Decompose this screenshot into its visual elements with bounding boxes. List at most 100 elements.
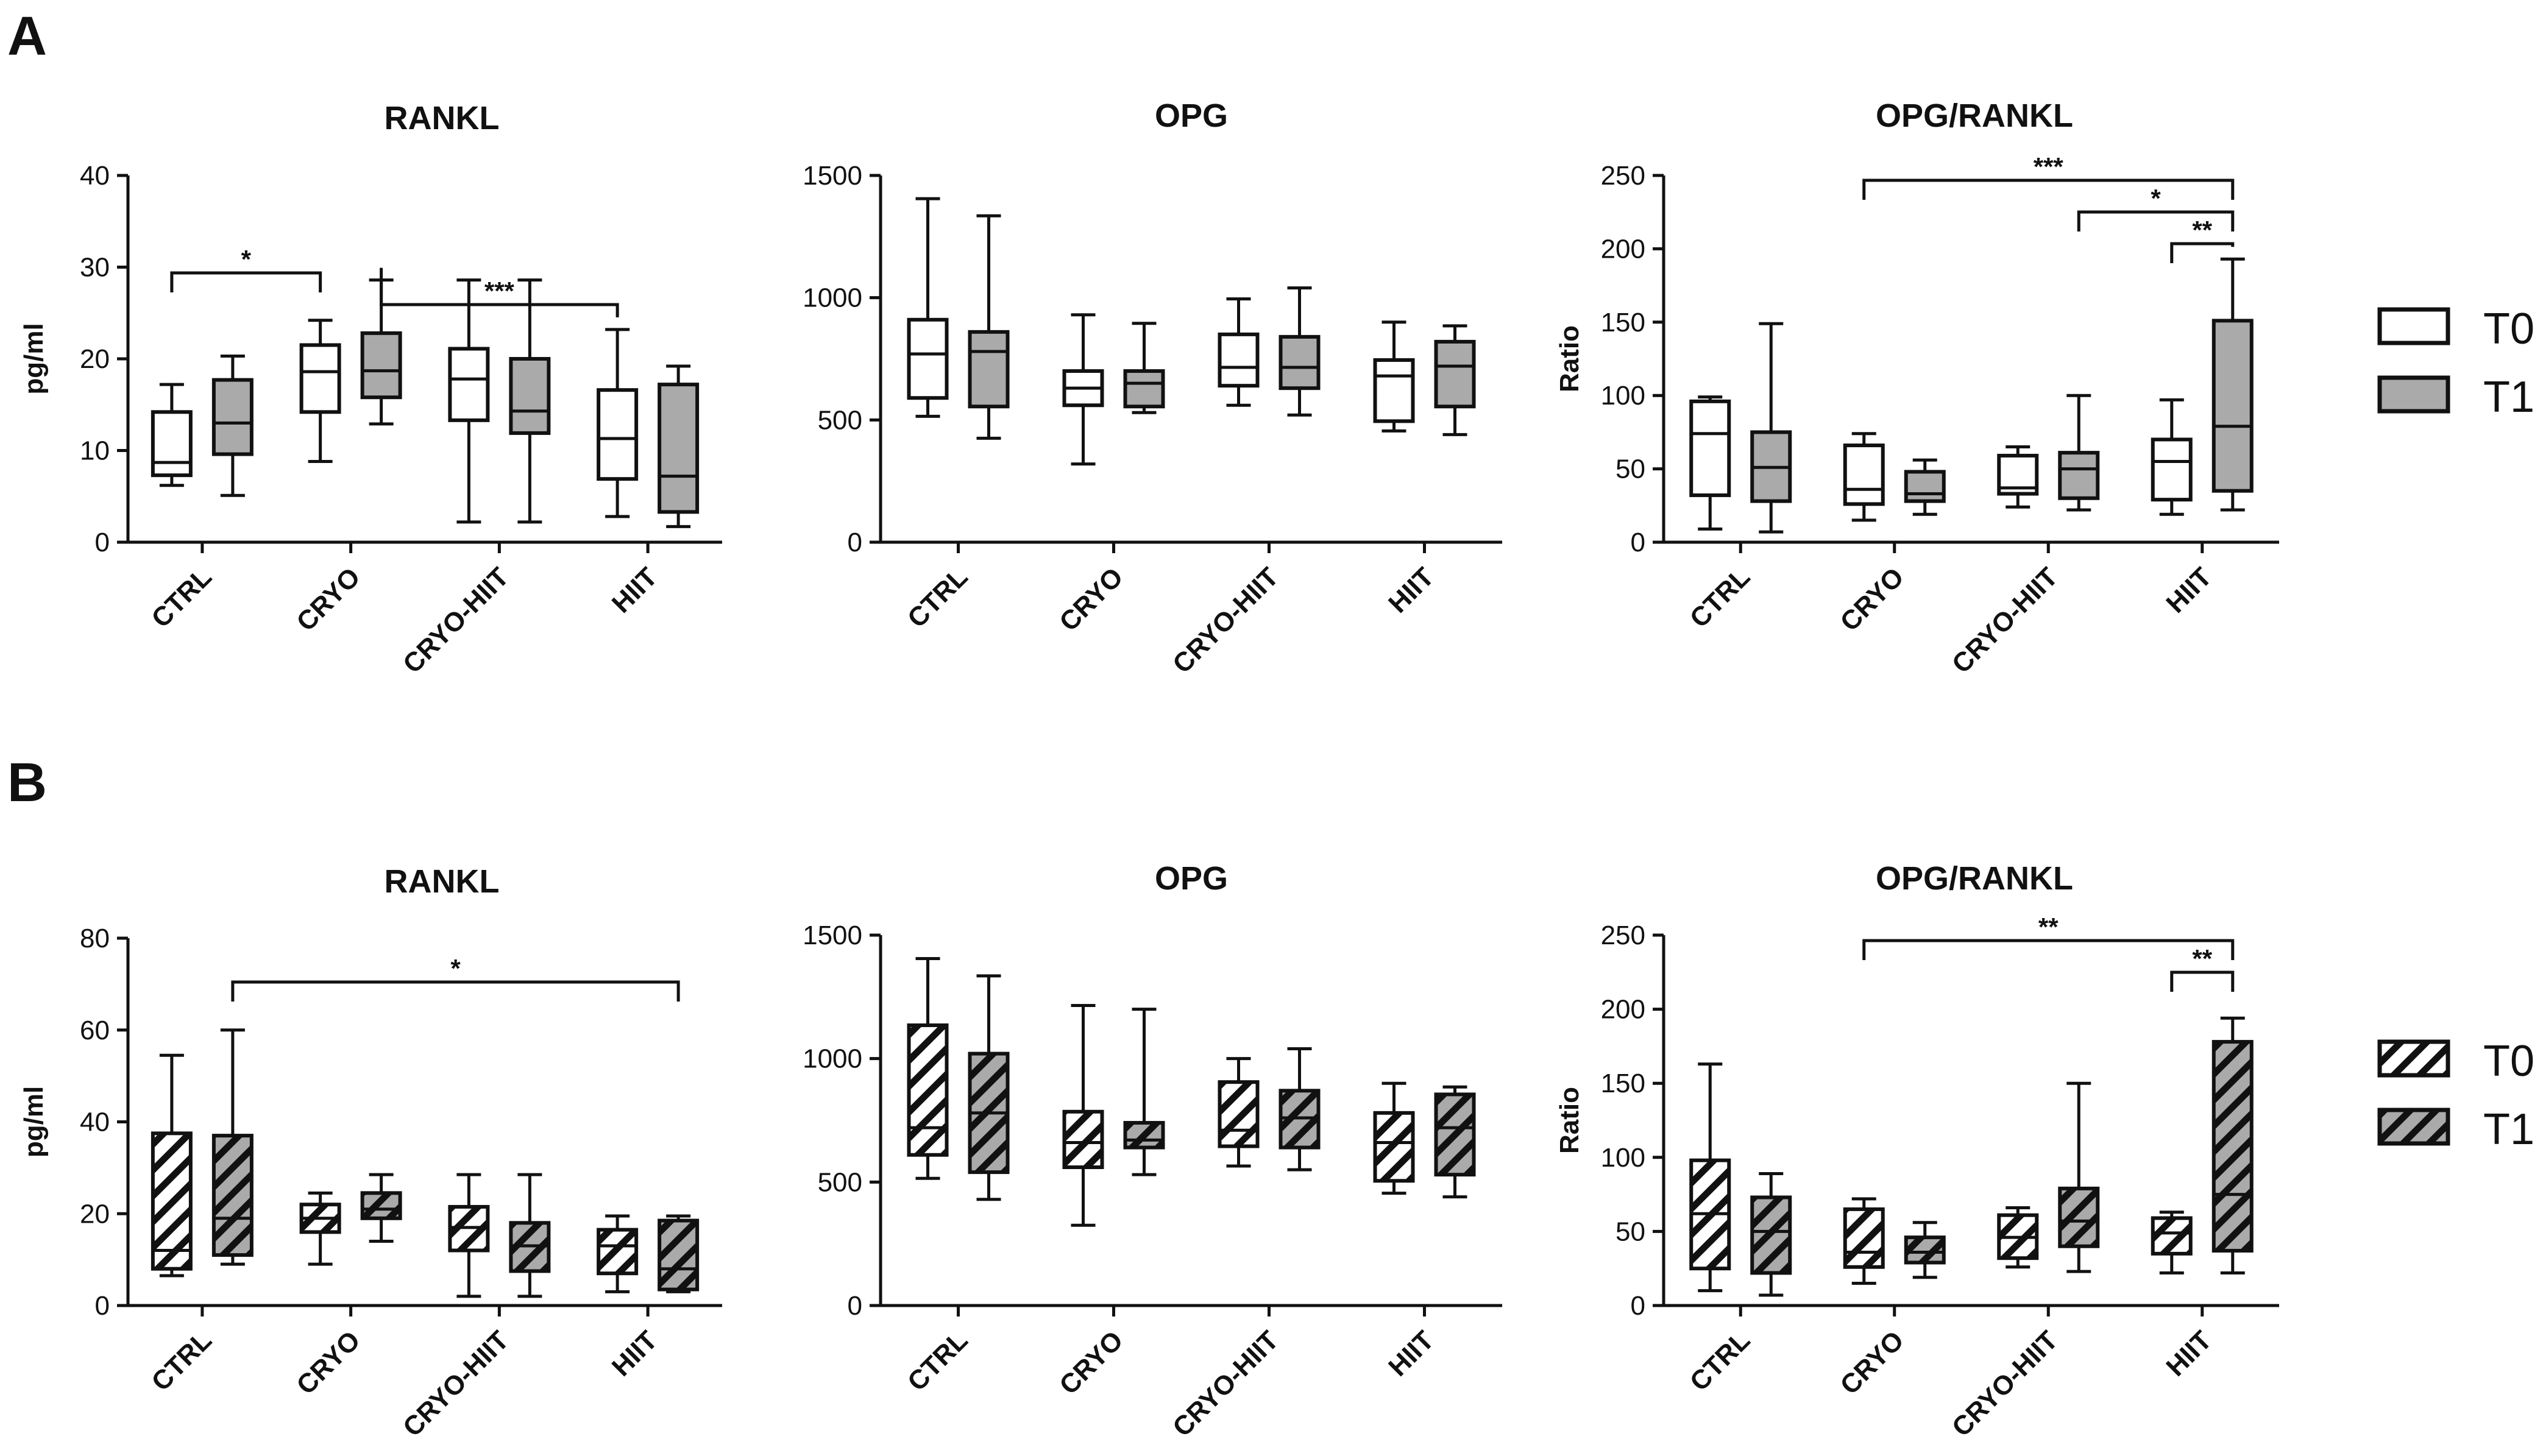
a-ratio-ytick-label-150: 150 <box>1601 308 1645 337</box>
a-rankl-title: RANKL <box>385 100 500 136</box>
b-ratio-significance-0-label: ** <box>2038 913 2059 941</box>
a-opg-box-cryo-t1 <box>1123 322 1165 414</box>
b-rankl-significance-0-label: * <box>450 954 461 983</box>
b-rankl-box-cryo-hiit-t1 <box>509 1173 551 1298</box>
a-rankl-ytick-label-20: 20 <box>80 344 110 374</box>
panel-letter-b: B <box>7 752 47 813</box>
b-ratio-category-label-cryo-hiit: CRYO-HIIT <box>1946 1325 2064 1443</box>
a-ratio-significance-0-label: *** <box>2034 152 2064 181</box>
legend-a-t1-swatch <box>2377 375 2450 414</box>
b-opg-box-cryo-t1-iqr <box>1123 1121 1165 1150</box>
a-ratio-box-ctrl-t1 <box>1750 322 1792 534</box>
b-opg-box-cryo-hiit-t0-iqr <box>1218 1080 1260 1148</box>
b-opg-category-label-ctrl: CTRL <box>902 1325 974 1397</box>
b-opg-box-cryo-hiit-t1 <box>1279 1047 1321 1172</box>
b-ratio-box-cryo-t0 <box>1843 1197 1885 1285</box>
a-ratio-ytick-label-250: 250 <box>1601 161 1645 191</box>
a-ratio-box-hiit-t0 <box>2151 398 2193 516</box>
a-ratio-category-label-cryo: CRYO <box>1834 562 1909 637</box>
b-rankl-box-ctrl-t0-iqr <box>151 1131 193 1271</box>
a-ratio-box-hiit-t0-iqr <box>2151 437 2193 502</box>
b-ratio-ytick-label-50: 50 <box>1616 1217 1645 1246</box>
b-rankl-box-cryo-t1 <box>360 1173 402 1243</box>
a-ratio-ytick-label-200: 200 <box>1601 234 1645 264</box>
a-ratio-box-cryo-t1-iqr <box>1904 470 1946 503</box>
b-rankl-box-ctrl-t0 <box>151 1053 193 1278</box>
a-rankl-ytick-label-30: 30 <box>80 253 110 283</box>
rankl-chart-b: RANKL pg/ml 0 20 40 60 80 CTRL CRYO CRYO-HIIT HIIT… <box>19 863 722 1443</box>
b-ratio-box-cryo-t1-iqr <box>1904 1235 1946 1265</box>
b-rankl-box-cryo-t0 <box>299 1191 341 1266</box>
b-rankl-box-hiit-t0-iqr <box>597 1228 639 1276</box>
a-ratio-box-hiit-t1 <box>2211 257 2254 512</box>
b-ratio-significance-0-bracket <box>1862 939 2235 960</box>
b-ratio-ytick-label-250: 250 <box>1601 921 1645 950</box>
a-opg-box-hiit-t1-iqr <box>1434 339 1476 409</box>
a-rankl-box-ctrl-t1 <box>211 354 254 497</box>
a-rankl-significance-0-bracket <box>170 271 322 292</box>
b-ratio-box-hiit-t1-iqr <box>2211 1040 2254 1253</box>
b-rankl-box-hiit-t1-iqr <box>658 1218 700 1292</box>
a-rankl-box-hiit-t0 <box>597 328 639 518</box>
b-opg-box-hiit-t1-iqr <box>1434 1092 1476 1177</box>
a-rankl-ytick-label-0: 0 <box>95 528 110 557</box>
a-rankl-box-cryo-hiit-t0 <box>448 278 490 524</box>
a-opg-box-cryo-hiit-t1 <box>1279 286 1321 417</box>
a-ratio-significance-2-label: ** <box>2192 216 2212 244</box>
a-ratio-ytick-label-100: 100 <box>1601 381 1645 411</box>
b-rankl-category-label-cryo: CRYO <box>291 1325 366 1400</box>
a-rankl-box-hiit-t0-iqr <box>597 388 639 481</box>
b-opg-box-ctrl-t0-iqr <box>907 1023 949 1157</box>
a-ratio-box-cryo-hiit-t0 <box>1997 445 2039 509</box>
a-opg-box-cryo-hiit-t0 <box>1218 297 1260 407</box>
b-opg-title: OPG <box>1155 860 1228 897</box>
b-ratio-box-hiit-t0 <box>2151 1210 2193 1274</box>
b-ratio-box-cryo-t1 <box>1904 1221 1946 1279</box>
a-ratio-significance-0-bracket <box>1862 178 2235 200</box>
b-opg-category-label-hiit: HIIT <box>1383 1325 1439 1382</box>
legend-b: T0 T1 <box>2377 1037 2534 1154</box>
b-ratio-ytick-label-150: 150 <box>1601 1069 1645 1098</box>
b-rankl-category-label-ctrl: CTRL <box>146 1325 218 1397</box>
b-opg-box-ctrl-t1 <box>968 974 1010 1201</box>
a-ratio-box-cryo-hiit-t1 <box>2058 394 2100 512</box>
b-rankl-box-cryo-t1-iqr <box>360 1191 402 1220</box>
a-ratio-category-label-cryo-hiit: CRYO-HIIT <box>1946 562 2064 679</box>
a-opg-ytick-label-500: 500 <box>818 405 862 435</box>
a-rankl-category-label-ctrl: CTRL <box>146 562 218 634</box>
a-opg-ytick-label-1500: 1500 <box>803 161 862 191</box>
b-ratio-ylabel: Ratio <box>1555 1087 1584 1154</box>
b-rankl-ytick-label-80: 80 <box>80 924 110 953</box>
a-opg-box-ctrl-t0-iqr <box>907 317 949 400</box>
b-ratio-category-label-ctrl: CTRL <box>1684 1325 1756 1397</box>
a-rankl-box-cryo-t0 <box>299 319 341 464</box>
legend-b-t1-label: T1 <box>2483 1105 2534 1154</box>
opg-chart-a: OPG 0 500 1000 1500 CTRL CRYO CRYO-HIIT HIIT <box>803 97 1502 679</box>
b-rankl-ytick-label-40: 40 <box>80 1108 110 1137</box>
b-ratio-category-label-cryo: CRYO <box>1834 1325 1909 1400</box>
b-ratio-ytick-label-100: 100 <box>1601 1143 1645 1173</box>
b-opg-ytick-label-1500: 1500 <box>803 921 862 950</box>
a-opg-box-cryo-hiit-t1-iqr <box>1279 334 1321 391</box>
rankl-chart-a: RANKL pg/ml 0 10 20 30 40 CTRL CRYO CRYO-HIIT HIIT… <box>19 100 722 679</box>
a-rankl-box-hiit-t1 <box>658 364 700 528</box>
a-ratio-title: OPG/RANKL <box>1876 97 2073 134</box>
a-opg-ytick-label-1000: 1000 <box>803 283 862 313</box>
a-opg-box-hiit-t0-iqr <box>1373 358 1415 423</box>
opg-rankl-ratio-chart-b: OPG/RANKL Ratio 0 50 100 150 200 250 CTRL CRYO CRY… <box>1555 860 2279 1443</box>
b-rankl-box-ctrl-t1-iqr <box>211 1134 254 1257</box>
b-ratio-box-ctrl-t1-iqr <box>1750 1195 1792 1275</box>
a-rankl-box-ctrl-t0-iqr <box>151 410 193 478</box>
a-opg-box-cryo-t0 <box>1062 313 1104 466</box>
a-rankl-box-cryo-hiit-t1 <box>509 278 551 524</box>
b-ratio-significance-1-bracket <box>2170 970 2235 992</box>
a-ratio-box-cryo-t0-iqr <box>1843 444 1885 506</box>
opg-chart-b: OPG 0 500 1000 1500 CTRL CRYO CRYO-HIIT HIIT <box>803 860 1502 1443</box>
b-rankl-category-label-hiit: HIIT <box>606 1325 663 1382</box>
b-opg-box-cryo-hiit-t0 <box>1218 1057 1260 1168</box>
b-opg-box-hiit-t1 <box>1434 1085 1476 1199</box>
a-opg-category-label-ctrl: CTRL <box>902 562 974 634</box>
a-opg-ytick-label-0: 0 <box>848 528 862 557</box>
b-ratio-box-ctrl-t1 <box>1750 1172 1792 1297</box>
legend-a-t1-label: T1 <box>2483 373 2534 422</box>
